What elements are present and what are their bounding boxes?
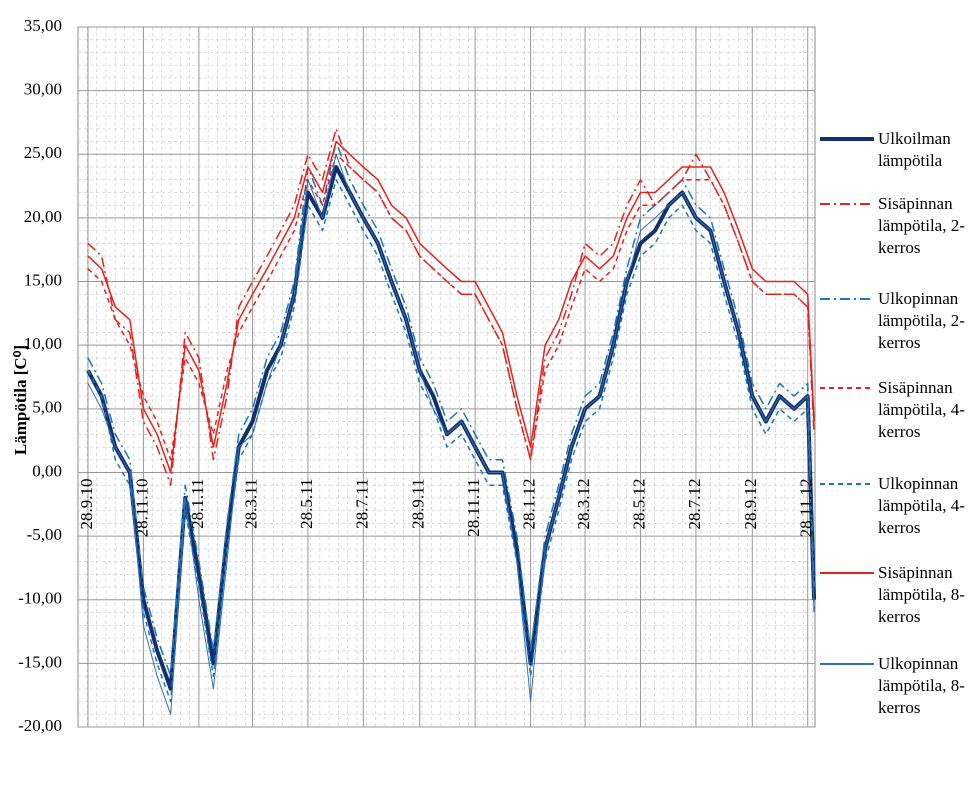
y-tick-label: 25,00	[24, 143, 62, 162]
legend-label: Ulkopinnan lämpötila, 2-kerros	[878, 289, 965, 352]
x-tick-label: 28.7.11	[352, 478, 371, 528]
data-line	[87, 140, 815, 474]
legend-swatch	[820, 203, 874, 205]
x-tick-label: 28.1.11	[188, 478, 207, 528]
legend-swatch	[820, 137, 874, 141]
x-tick-label: 28.5.11	[297, 478, 316, 528]
legend-entry: Ulkopinnan lämpötila, 4-kerros	[820, 473, 973, 539]
y-tick-label: -15,00	[18, 652, 62, 671]
x-tick-label: 28.11.12	[797, 478, 816, 537]
data-line	[87, 153, 815, 715]
legend-entry: Ulkopinnan lämpötila, 8-kerros	[820, 653, 973, 719]
legend-entry: Ulkoilman lämpötila	[820, 128, 973, 172]
y-tick-label: 10,00	[24, 334, 62, 353]
x-tick-label: 28.3.12	[574, 478, 593, 529]
legend-swatch	[820, 483, 874, 485]
legend-entry: Sisäpinnan lämpötila, 2-kerros	[820, 193, 973, 259]
y-axis-label: Lämpötila [C⁰]	[11, 345, 30, 455]
legend-entry: Sisäpinnan lämpötila, 4-kerros	[820, 377, 973, 443]
x-tick-label: 28.1.12	[519, 478, 538, 529]
y-tick-label: 0,00	[32, 461, 62, 480]
legend-swatch	[820, 387, 874, 389]
legend-swatch	[820, 572, 874, 574]
y-tick-label: -10,00	[18, 589, 62, 608]
legend-entry: Sisäpinnan lämpötila, 8-kerros	[820, 562, 973, 628]
x-tick-label: 28.9.10	[77, 478, 96, 529]
y-tick-label: -20,00	[18, 716, 62, 735]
plot-area	[77, 26, 816, 728]
legend-swatch	[820, 298, 874, 300]
legend-label: Sisäpinnan lämpötila, 8-kerros	[878, 563, 965, 626]
x-tick-label: 28.9.12	[741, 478, 760, 529]
y-tick-label: 30,00	[24, 80, 62, 99]
x-tick-label: 28.9.11	[409, 478, 428, 528]
legend-label: Ulkoilman lämpötila	[878, 129, 951, 170]
x-tick-label: 28.11.11	[464, 478, 483, 536]
y-tick-label: -5,00	[27, 525, 62, 544]
legend-label: Ulkopinnan lämpötila, 8-kerros	[878, 654, 965, 717]
x-tick-label: 28.5.12	[629, 478, 648, 529]
x-tick-label: 28.11.10	[132, 478, 151, 537]
legend-label: Sisäpinnan lämpötila, 4-kerros	[878, 378, 965, 441]
data-line	[87, 153, 815, 461]
data-line	[87, 178, 815, 703]
y-tick-label: 15,00	[24, 270, 62, 289]
legend-entry: Ulkopinnan lämpötila, 2-kerros	[820, 288, 973, 354]
y-tick-label: 20,00	[24, 207, 62, 226]
data-line	[87, 140, 815, 677]
y-tick-label: 35,00	[24, 16, 62, 35]
x-tick-label: 28.3.11	[241, 478, 260, 528]
legend-label: Sisäpinnan lämpötila, 2-kerros	[878, 194, 965, 257]
y-tick-label: 5,00	[32, 398, 62, 417]
x-tick-label: 28.7.12	[685, 478, 704, 529]
legend-label: Ulkopinnan lämpötila, 4-kerros	[878, 474, 965, 537]
legend-swatch	[820, 663, 874, 665]
